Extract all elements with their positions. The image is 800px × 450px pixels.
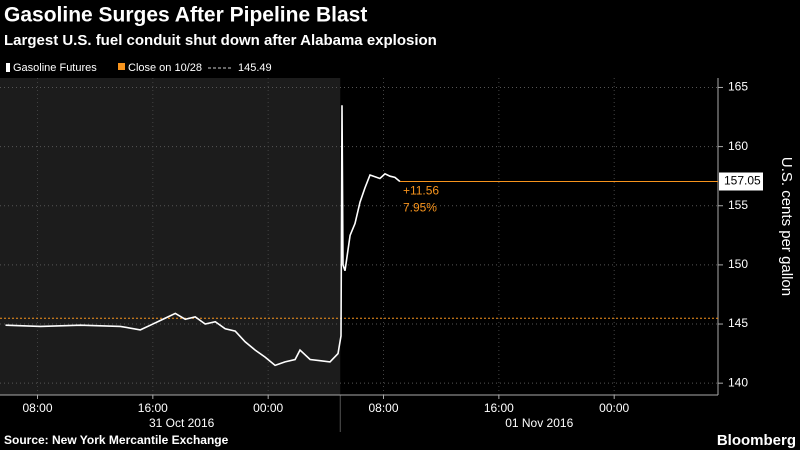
x-tick-label: 16:00 — [484, 401, 514, 415]
brand: Bloomberg — [717, 432, 796, 449]
legend-label: Close on 10/28 — [128, 62, 202, 74]
y-axis-label: U.S. cents per gallon — [778, 157, 795, 296]
annotation: 7.95% — [403, 201, 437, 215]
legend-label: Gasoline Futures — [13, 62, 97, 74]
y-tick-label: 165 — [728, 80, 748, 94]
x-tick-label: 00:00 — [599, 401, 629, 415]
y-tick-label: 160 — [728, 139, 748, 153]
date-label: 31 Oct 2016 — [149, 416, 215, 430]
x-tick-label: 08:00 — [22, 401, 52, 415]
x-tick-label: 08:00 — [368, 401, 398, 415]
legend-swatch — [118, 63, 125, 70]
price-line — [5, 105, 401, 367]
y-tick-label: 145 — [728, 316, 748, 330]
shaded-region — [0, 78, 341, 395]
source: Source: New York Mercantile Exchange — [4, 433, 229, 447]
date-label: 01 Nov 2016 — [505, 416, 573, 430]
chart-title: Gasoline Surges After Pipeline Blast — [4, 4, 367, 27]
legend-swatch — [6, 63, 10, 72]
chart-subtitle: Largest U.S. fuel conduit shut down afte… — [4, 32, 437, 49]
y-tick-label: 155 — [728, 198, 748, 212]
last-value-label: 157.05 — [724, 174, 761, 188]
y-tick-label: 150 — [728, 257, 748, 271]
last-value-box — [719, 172, 763, 191]
x-tick-label: 00:00 — [253, 401, 283, 415]
annotation: +11.56 — [403, 184, 439, 198]
y-tick-label: 140 — [728, 375, 748, 389]
x-tick-label: 16:00 — [138, 401, 168, 415]
legend-value: 145.49 — [238, 62, 272, 74]
